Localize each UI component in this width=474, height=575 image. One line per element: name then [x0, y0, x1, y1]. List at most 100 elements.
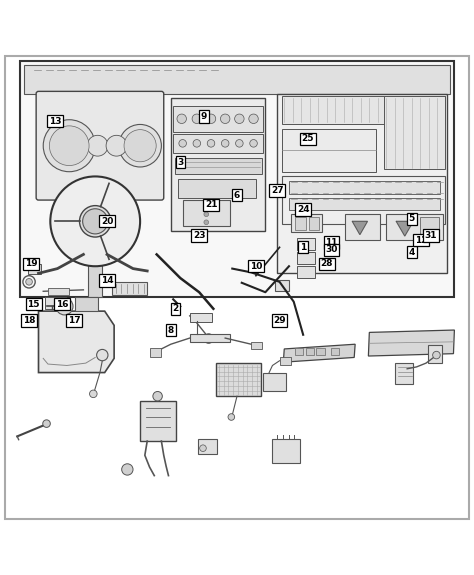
Text: 3: 3	[177, 158, 183, 167]
Polygon shape	[368, 330, 455, 356]
Circle shape	[90, 390, 97, 398]
Circle shape	[204, 220, 209, 225]
FancyBboxPatch shape	[292, 214, 322, 232]
FancyBboxPatch shape	[289, 181, 440, 194]
Text: 21: 21	[205, 200, 217, 209]
Text: 8: 8	[168, 325, 174, 335]
FancyBboxPatch shape	[282, 129, 376, 172]
Text: 10: 10	[250, 262, 262, 271]
Circle shape	[153, 392, 162, 401]
Text: 20: 20	[101, 217, 113, 226]
Polygon shape	[352, 221, 367, 235]
FancyBboxPatch shape	[277, 94, 447, 273]
Polygon shape	[88, 259, 102, 297]
Circle shape	[228, 413, 235, 420]
FancyBboxPatch shape	[19, 60, 455, 297]
Circle shape	[97, 350, 108, 361]
FancyBboxPatch shape	[306, 348, 314, 355]
Circle shape	[80, 206, 111, 237]
FancyBboxPatch shape	[297, 266, 315, 278]
FancyBboxPatch shape	[273, 439, 300, 463]
FancyBboxPatch shape	[295, 217, 307, 230]
Text: 30: 30	[325, 245, 337, 254]
FancyBboxPatch shape	[190, 334, 230, 342]
FancyBboxPatch shape	[386, 214, 443, 240]
Circle shape	[43, 420, 50, 427]
Text: 24: 24	[297, 205, 310, 214]
FancyBboxPatch shape	[171, 98, 265, 231]
FancyBboxPatch shape	[5, 56, 469, 519]
Circle shape	[119, 124, 161, 167]
Polygon shape	[283, 344, 355, 362]
Text: 29: 29	[273, 316, 286, 325]
Text: 15: 15	[27, 300, 40, 309]
Circle shape	[106, 135, 127, 156]
Circle shape	[50, 177, 140, 266]
Text: 19: 19	[25, 259, 38, 269]
Text: 9: 9	[201, 112, 207, 121]
Circle shape	[236, 140, 243, 147]
FancyBboxPatch shape	[45, 297, 66, 309]
Text: 25: 25	[301, 134, 314, 143]
Text: 5: 5	[409, 214, 415, 224]
Circle shape	[204, 212, 209, 217]
Circle shape	[220, 114, 230, 124]
Text: 16: 16	[56, 300, 68, 309]
Circle shape	[177, 114, 186, 124]
Text: 14: 14	[100, 276, 113, 285]
Circle shape	[433, 351, 440, 359]
Circle shape	[193, 140, 201, 147]
FancyBboxPatch shape	[112, 282, 147, 295]
Text: 4: 4	[409, 248, 415, 256]
FancyBboxPatch shape	[190, 313, 212, 322]
Circle shape	[43, 120, 95, 172]
Text: 11: 11	[325, 238, 338, 247]
Text: 17: 17	[68, 316, 80, 325]
FancyBboxPatch shape	[36, 91, 164, 200]
Circle shape	[179, 140, 186, 147]
Circle shape	[206, 114, 216, 124]
Circle shape	[82, 209, 108, 234]
Text: 28: 28	[320, 259, 333, 269]
Circle shape	[87, 135, 108, 156]
FancyBboxPatch shape	[48, 288, 69, 294]
FancyBboxPatch shape	[297, 252, 315, 264]
FancyBboxPatch shape	[150, 348, 161, 356]
Text: 27: 27	[271, 186, 283, 195]
FancyBboxPatch shape	[24, 66, 450, 94]
Circle shape	[200, 445, 206, 451]
Circle shape	[249, 114, 258, 124]
FancyBboxPatch shape	[27, 300, 42, 310]
FancyBboxPatch shape	[251, 342, 262, 349]
FancyBboxPatch shape	[198, 439, 217, 454]
Text: 12: 12	[415, 236, 428, 245]
FancyBboxPatch shape	[216, 363, 261, 396]
FancyBboxPatch shape	[173, 134, 263, 153]
FancyBboxPatch shape	[345, 214, 380, 240]
FancyBboxPatch shape	[182, 200, 230, 226]
Circle shape	[204, 334, 213, 343]
FancyBboxPatch shape	[295, 348, 303, 355]
Circle shape	[49, 126, 89, 166]
FancyBboxPatch shape	[395, 363, 413, 384]
FancyBboxPatch shape	[383, 96, 445, 170]
Circle shape	[207, 140, 215, 147]
FancyBboxPatch shape	[289, 198, 440, 209]
Polygon shape	[396, 221, 413, 236]
FancyBboxPatch shape	[297, 238, 315, 250]
Circle shape	[221, 140, 229, 147]
FancyBboxPatch shape	[282, 96, 445, 124]
Circle shape	[124, 129, 156, 162]
FancyBboxPatch shape	[275, 281, 289, 291]
FancyBboxPatch shape	[75, 297, 98, 311]
FancyBboxPatch shape	[140, 401, 175, 441]
FancyBboxPatch shape	[428, 345, 442, 363]
Circle shape	[26, 278, 32, 285]
FancyBboxPatch shape	[173, 106, 263, 132]
Circle shape	[204, 204, 209, 209]
FancyBboxPatch shape	[178, 179, 256, 198]
FancyBboxPatch shape	[330, 348, 339, 355]
FancyBboxPatch shape	[280, 358, 292, 365]
Polygon shape	[38, 311, 114, 373]
FancyBboxPatch shape	[282, 177, 445, 224]
